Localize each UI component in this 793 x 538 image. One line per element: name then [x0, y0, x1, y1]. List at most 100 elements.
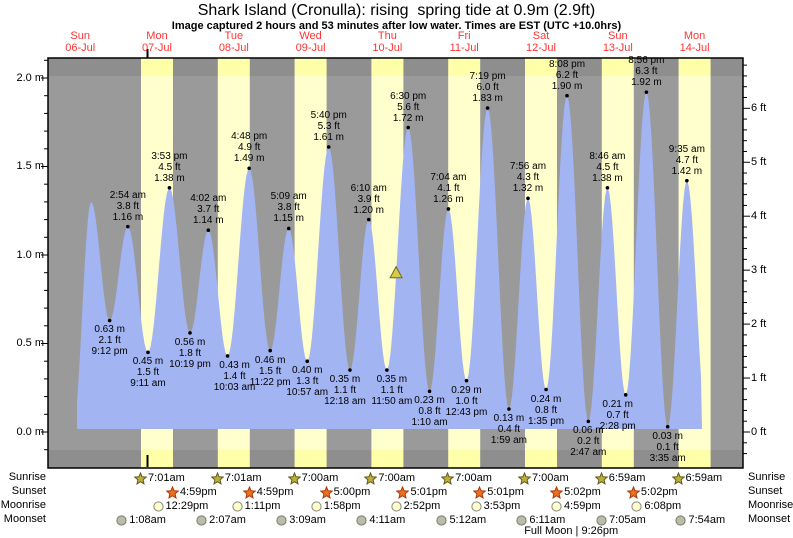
tide-extreme-dot: [665, 424, 670, 429]
full-moon-label: Full Moon | 9:26pm: [524, 525, 619, 537]
sunrise-time: 6:59am: [608, 472, 646, 484]
tide-extreme-dot: [348, 368, 352, 372]
day-strip-segment: [217, 450, 250, 468]
tide-annotation-line: 5.3 ft: [317, 121, 340, 133]
tide-extreme-dot: [326, 145, 331, 149]
tide-annotation-line: 6:30 pm: [390, 90, 427, 102]
low-tide-annotation: 0.46 m 1.5 ft 11:22 pm: [233, 355, 307, 388]
date-label: Mon 14-Jul: [657, 30, 733, 54]
day-strip-segment: [294, 450, 327, 468]
moonset-icon: [276, 514, 287, 526]
high-tide-annotation: 7:56 am 4.3 ft 1.32 m: [491, 161, 565, 194]
moonrise-entry: 2:52pm: [390, 500, 440, 513]
date-label: Fri 11-Jul: [426, 30, 502, 54]
tide-annotation-line: 0.8 ft: [534, 404, 558, 416]
tide-annotation-line: 1.16 m: [112, 211, 144, 223]
moonset-entry: 4:11am: [355, 514, 405, 527]
tide-extreme-dot: [305, 359, 310, 364]
high-tide-annotation: 6:10 am 3.9 ft 1.20 m: [332, 183, 406, 216]
day-strip-segment: [525, 58, 557, 76]
tide-annotation-line: 0.13 m: [493, 412, 525, 424]
high-tide-annotation: 8:46 am 4.5 ft 1.38 m: [570, 151, 644, 184]
tide-annotation-line: 0.21 m: [602, 398, 633, 410]
moonrise-icon: [551, 500, 562, 512]
moonset-time: 1:08am: [129, 514, 166, 526]
moonset-time: 3:09am: [289, 514, 326, 526]
moonset-time: 7:54am: [688, 514, 726, 526]
sunrise-entry: 6:59am: [594, 471, 646, 485]
tide-annotation-line: 8:46 am: [589, 150, 626, 162]
high-tide-annotation: 7:04 am 4.1 ft 1.26 m: [411, 172, 485, 205]
tide-annotation-line: 0.63 m: [94, 324, 125, 336]
sunrise-entry: 7:01am: [134, 471, 185, 485]
sunset-time: 4:59pm: [256, 486, 294, 498]
moonrise-icon: [231, 500, 243, 512]
row-label-moonrise-left: Moonrise: [0, 499, 46, 511]
sunset-time: 5:01pm: [410, 486, 448, 498]
tide-extreme-dot: [206, 228, 211, 233]
tide-annotation-line: 6.0 ft: [476, 82, 499, 94]
tide-annotation-line: 1.5 ft: [136, 367, 160, 379]
date-label-date: 08-Jul: [218, 41, 249, 54]
y-axis-label-feet: 5 ft: [751, 155, 767, 168]
moonrise-time: 3:53pm: [483, 500, 521, 512]
low-tide-annotation: 0.13 m 0.4 ft 1:59 am: [472, 413, 546, 446]
tide-annotation-line: 0.45 m: [132, 356, 164, 368]
sunset-entry: 4:59pm: [165, 485, 217, 499]
high-tide-annotation: 2:54 am 3.8 ft 1.16 m: [91, 190, 165, 223]
tide-annotation-line: 0.40 m: [291, 365, 323, 377]
sunrise-time: 7:00am: [378, 472, 416, 484]
tide-extreme-dot: [526, 196, 530, 201]
tide-annotation-line: 1.1 ft: [380, 385, 403, 397]
tide-annotation-line: 0.56 m: [174, 336, 206, 348]
date-label-date: 07-Jul: [142, 41, 172, 54]
date-label: Tue 08-Jul: [196, 30, 272, 54]
tide-extreme-dot: [485, 106, 490, 110]
day-strip-segment: [525, 450, 557, 468]
moonset-icon: [596, 514, 607, 526]
day-strip-segment: [294, 58, 327, 76]
row-label-moonset-right: Moonset: [748, 513, 791, 525]
tide-annotation-line: 3.9 ft: [357, 193, 380, 205]
moonset-time: 7:05am: [609, 514, 646, 526]
tide-annotation-line: 5:40 pm: [310, 110, 347, 122]
tide-extreme-dot: [126, 224, 130, 229]
tide-annotation-line: 0.2 ft: [577, 436, 600, 448]
sunset-entry: 5:01pm: [396, 485, 448, 499]
date-label-dow: Sun: [608, 30, 628, 42]
tide-annotation-line: 4.5 ft: [158, 161, 181, 173]
tide-extreme-dot: [644, 90, 649, 94]
moonset-icon: [116, 514, 127, 526]
tide-annotation-line: 4.5 ft: [596, 161, 619, 173]
tide-extreme-dot: [605, 185, 610, 190]
sunrise-entry: 7:00am: [287, 471, 338, 485]
sunrise-entry: 7:00am: [364, 471, 416, 485]
tide-annotation-line: 0.23 m: [414, 395, 445, 407]
moonset-entry: 5:12am: [435, 514, 486, 527]
day-strip-segment: [601, 58, 634, 76]
high-tide-annotation: 9:35 am 4.7 ft 1.42 m: [650, 144, 724, 177]
sunset-entry: 5:00pm: [319, 485, 370, 499]
y-axis-label-feet: 1 ft: [751, 371, 767, 384]
moonset-icon: [516, 514, 527, 526]
tide-extreme-dot: [188, 331, 192, 335]
sunset-time: 5:01pm: [487, 486, 524, 498]
moonset-entry: 1:08am: [115, 514, 166, 527]
sunset-star-icon: [626, 485, 640, 499]
tide-extreme-dot: [446, 207, 451, 211]
tide-annotation-line: 1.4 ft: [223, 370, 246, 382]
tide-annotation-line: 4.3 ft: [516, 172, 540, 184]
moonrise-entry: 1:11pm: [231, 500, 280, 513]
y-axis-label-feet: 3 ft: [751, 263, 767, 276]
tide-annotation-line: 7:19 pm: [469, 71, 506, 83]
moonrise-icon: [390, 500, 402, 512]
tide-annotation-line: 3:53 pm: [151, 150, 188, 162]
tide-annotation-line: 0.4 ft: [497, 423, 521, 435]
moonrise-icon: [311, 500, 322, 512]
moonrise-entry: 4:59pm: [550, 500, 601, 513]
sunrise-star-icon: [364, 471, 378, 485]
day-strip-segment: [448, 58, 481, 76]
day-strip-segment: [141, 58, 173, 76]
tide-annotation-line: 5.6 ft: [397, 101, 420, 113]
